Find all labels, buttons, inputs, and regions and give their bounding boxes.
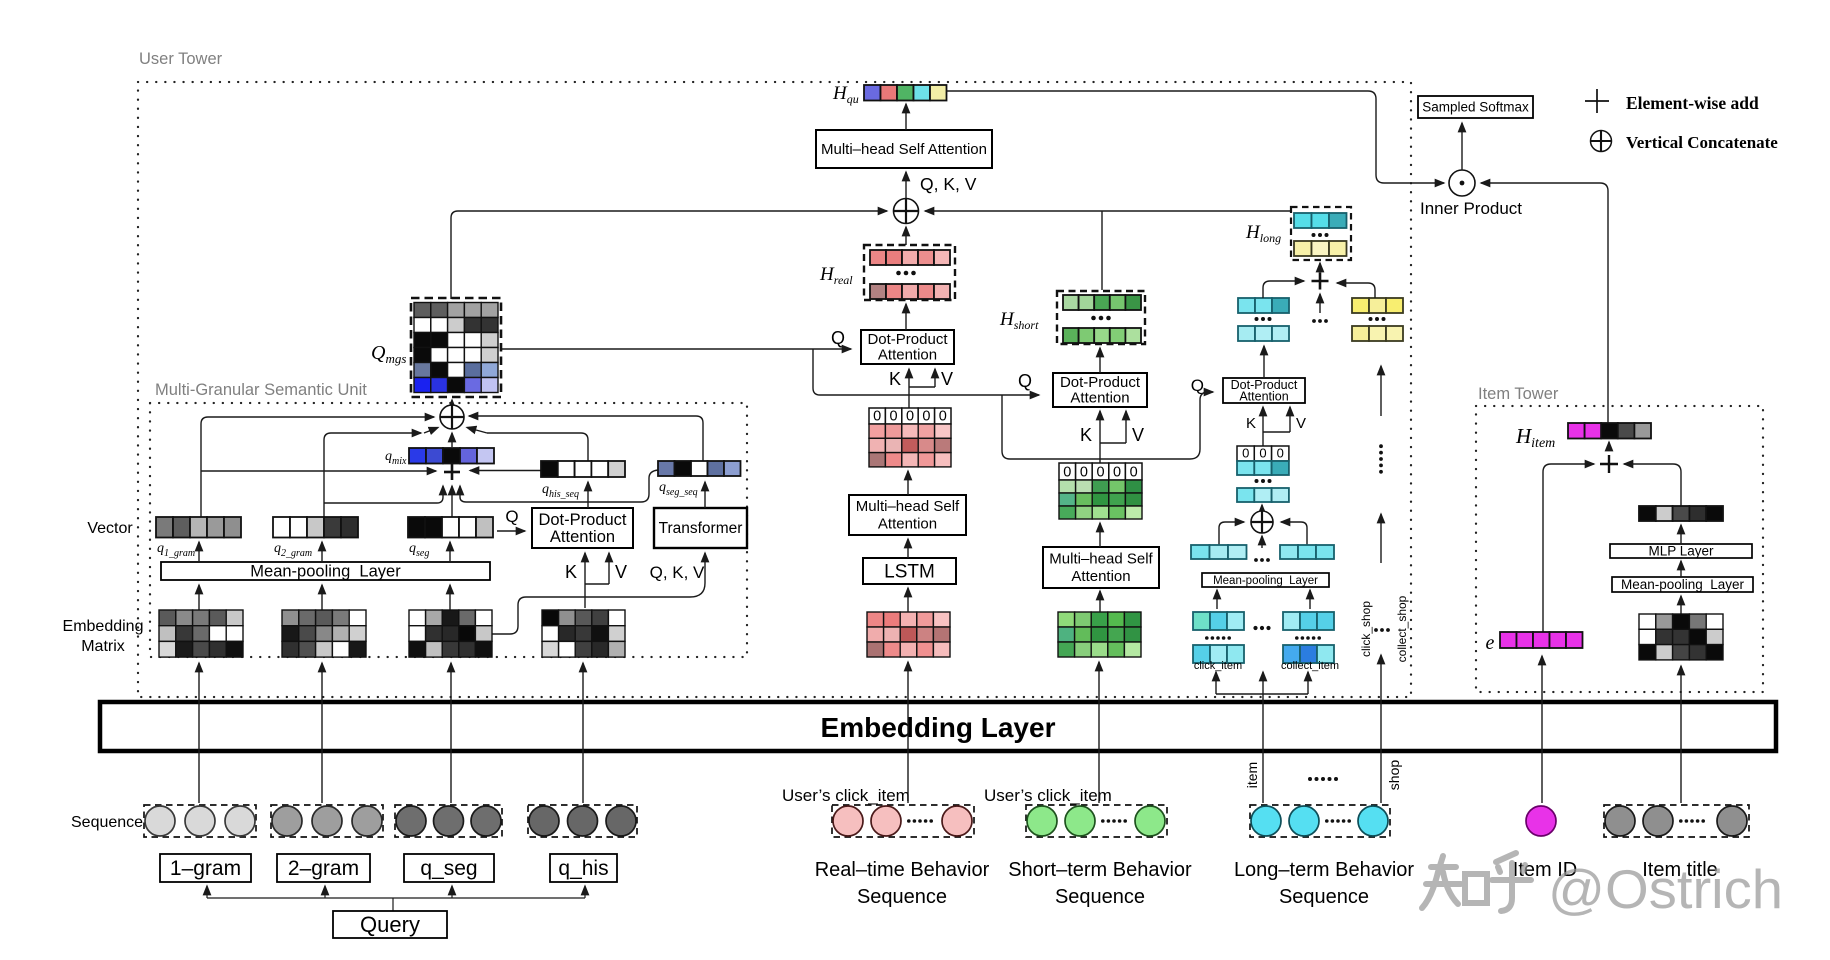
svg-text:Embedding Layer: Embedding Layer (821, 712, 1056, 743)
svg-text:User’s click_item: User’s click_item (782, 786, 910, 805)
svg-text:q_seg: q_seg (420, 857, 477, 880)
svg-text:click_item: click_item (1194, 660, 1242, 672)
svg-text:LSTM: LSTM (884, 561, 935, 582)
svg-text:Attention: Attention (550, 528, 615, 546)
svg-text:Attention: Attention (878, 516, 937, 533)
svg-text:V: V (1132, 425, 1144, 445)
svg-text:1–gram: 1–gram (170, 857, 241, 880)
svg-text:Item Tower: Item Tower (1478, 385, 1559, 403)
svg-text:Dot-Product: Dot-Product (538, 511, 626, 529)
svg-text:click_shop: click_shop (1359, 601, 1373, 657)
svg-text:V: V (1296, 415, 1306, 432)
svg-text:0: 0 (1130, 465, 1138, 481)
svg-text:K: K (565, 562, 577, 582)
svg-text:Attention: Attention (878, 347, 937, 364)
svg-text:0: 0 (873, 409, 881, 425)
svg-text:Multi–head Self: Multi–head Self (1049, 551, 1153, 568)
svg-text:0: 0 (1259, 446, 1266, 461)
svg-text:Embedding: Embedding (63, 618, 144, 635)
svg-text:User’s click_item: User’s click_item (984, 786, 1112, 805)
svg-text:Multi–head Self Attention: Multi–head Self Attention (821, 141, 987, 158)
svg-text:Q, K, V: Q, K, V (650, 563, 705, 582)
svg-text:Dot-Product: Dot-Product (867, 331, 948, 348)
svg-text:0: 0 (939, 409, 947, 425)
svg-text:0: 0 (1113, 465, 1121, 481)
svg-text:Mean-pooling Layer: Mean-pooling Layer (1621, 577, 1745, 592)
svg-text:Multi-Granular Semantic Unit: Multi-Granular Semantic Unit (155, 381, 367, 399)
svg-text:0: 0 (906, 409, 914, 425)
svg-text:0: 0 (1080, 465, 1088, 481)
svg-text:Matrix: Matrix (81, 638, 125, 655)
svg-text:Sequence: Sequence (71, 814, 143, 831)
svg-text:Long–term Behavior: Long–term Behavior (1234, 859, 1414, 881)
svg-text:Attention: Attention (1070, 390, 1129, 407)
svg-text:Q, K, V: Q, K, V (920, 174, 977, 194)
svg-text:0: 0 (1063, 465, 1071, 481)
svg-text:2–gram: 2–gram (288, 857, 359, 880)
svg-text:Real–time Behavior: Real–time Behavior (815, 859, 990, 881)
svg-text:Vertical Concatenate: Vertical Concatenate (1626, 133, 1778, 152)
svg-text:Item title: Item title (1642, 859, 1718, 881)
svg-text:Mean-pooling Layer: Mean-pooling Layer (1213, 575, 1318, 587)
svg-text:Attention: Attention (1071, 568, 1130, 585)
svg-text:Element-wise add: Element-wise add (1626, 93, 1759, 113)
svg-text:Dot-Product: Dot-Product (1060, 374, 1141, 391)
svg-text:Q: Q (1018, 371, 1032, 391)
svg-text:Short–term Behavior: Short–term Behavior (1008, 859, 1192, 881)
svg-text:shop: shop (1386, 760, 1402, 791)
svg-text:0: 0 (890, 409, 898, 425)
svg-text:Inner Product: Inner Product (1420, 199, 1522, 218)
svg-text:K: K (889, 369, 901, 389)
svg-text:Sequence: Sequence (857, 886, 947, 908)
svg-text:Sequence: Sequence (1279, 886, 1369, 908)
svg-text:0: 0 (1277, 446, 1284, 461)
svg-text:Vector: Vector (87, 520, 133, 537)
svg-text:q_his: q_his (558, 857, 608, 880)
svg-text:Q: Q (831, 328, 845, 348)
svg-text:K: K (1246, 415, 1256, 432)
svg-text:Sampled Softmax: Sampled Softmax (1422, 100, 1529, 115)
svg-text:Q: Q (505, 507, 518, 526)
svg-text:0: 0 (1242, 446, 1249, 461)
svg-text:Multi–head Self: Multi–head Self (856, 498, 960, 515)
svg-text:V: V (615, 562, 627, 582)
svg-text:Query: Query (360, 912, 420, 937)
svg-text:V: V (941, 369, 953, 389)
svg-text:Q: Q (1191, 376, 1204, 395)
svg-text:Dot-Product: Dot-Product (1231, 378, 1298, 392)
svg-text:@Ostrich: @Ostrich (1548, 858, 1783, 920)
svg-text:0: 0 (922, 409, 930, 425)
svg-text:e: e (1486, 632, 1495, 654)
svg-text:MLP Layer: MLP Layer (1648, 544, 1714, 559)
svg-text:Mean-pooling Layer: Mean-pooling Layer (250, 562, 401, 580)
svg-text:Sequence: Sequence (1055, 886, 1145, 908)
svg-text:collect_item: collect_item (1281, 660, 1339, 672)
svg-text:Transformer: Transformer (659, 520, 743, 537)
svg-text:item: item (1244, 762, 1260, 788)
svg-text:Attention: Attention (1239, 389, 1288, 403)
svg-text:User Tower: User Tower (139, 50, 223, 68)
svg-text:collect_shop: collect_shop (1395, 595, 1409, 662)
svg-text:K: K (1080, 425, 1092, 445)
svg-text:0: 0 (1096, 465, 1104, 481)
svg-text:Item ID: Item ID (1513, 859, 1577, 881)
